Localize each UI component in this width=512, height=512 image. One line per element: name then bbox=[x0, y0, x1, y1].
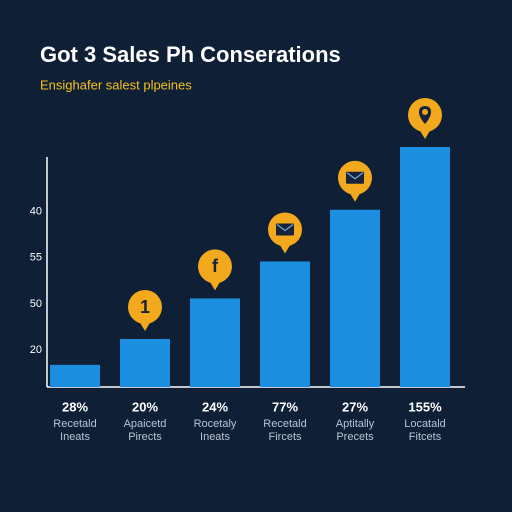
x-sublabel: Fircets bbox=[269, 431, 303, 443]
bar bbox=[400, 147, 450, 387]
badge-label: 1 bbox=[140, 297, 150, 317]
badge bbox=[128, 290, 162, 324]
bar bbox=[120, 339, 170, 387]
mail-icon bbox=[346, 172, 364, 180]
x-tick-label: 27% bbox=[342, 399, 368, 414]
bar bbox=[190, 298, 240, 387]
x-sublabel: Ineats bbox=[200, 431, 230, 443]
bar bbox=[50, 364, 100, 387]
badge-label: f bbox=[212, 256, 219, 276]
mail-icon bbox=[276, 223, 294, 232]
x-sublabel: Rocetaly bbox=[194, 418, 237, 430]
x-sublabel: Locatald bbox=[404, 418, 446, 430]
y-tick-label: 55 bbox=[30, 252, 42, 264]
y-tick-label: 20 bbox=[30, 344, 42, 356]
x-sublabel: Apaicetd bbox=[124, 418, 167, 430]
y-tick-label: 50 bbox=[30, 298, 42, 310]
bar bbox=[330, 209, 380, 387]
x-tick-label: 155% bbox=[408, 399, 442, 414]
bar bbox=[260, 261, 310, 387]
x-sublabel: Fitcets bbox=[409, 431, 442, 443]
y-tick-label: 40 bbox=[30, 206, 42, 218]
x-tick-label: 24% bbox=[202, 399, 228, 414]
x-sublabel: Recetald bbox=[53, 418, 96, 430]
x-sublabel: Ineats bbox=[60, 431, 90, 443]
x-sublabel: Recetald bbox=[263, 418, 306, 430]
x-sublabel: Aptitally bbox=[336, 418, 375, 430]
badge bbox=[198, 249, 232, 284]
x-tick-label: 77% bbox=[272, 399, 298, 414]
x-tick-label: 28% bbox=[62, 399, 88, 414]
pin-icon bbox=[422, 109, 428, 115]
x-sublabel: Precets bbox=[336, 431, 374, 443]
chart-subtitle: Ensighafer salest plpeines bbox=[40, 77, 192, 92]
x-sublabel: Pirects bbox=[128, 431, 162, 443]
x-tick-label: 20% bbox=[132, 399, 158, 414]
chart-title: Got 3 Sales Ph Conserations bbox=[40, 42, 341, 67]
